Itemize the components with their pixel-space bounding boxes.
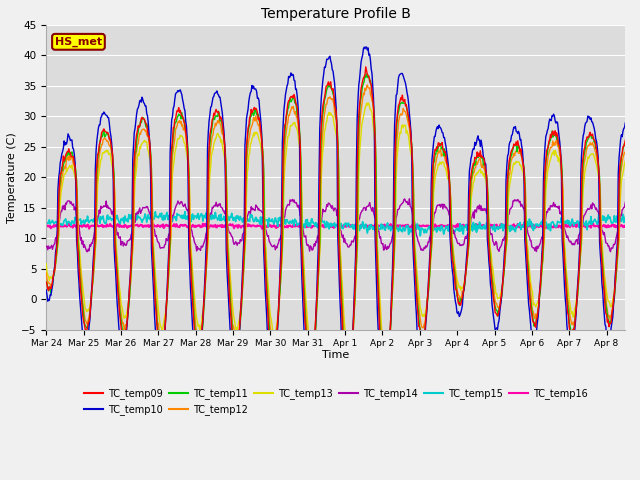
TC_temp10	[460, 290, 467, 296]
TC_temp16	[290, 220, 298, 226]
TC_temp09	[621, 137, 629, 143]
TC_temp11	[474, 152, 481, 157]
TC_temp12	[42, 270, 50, 276]
TC_temp15	[148, 208, 156, 214]
TC_temp10	[124, 318, 131, 324]
TC_temp12	[621, 151, 629, 156]
TC_temp10	[381, 419, 388, 424]
TC_temp10	[621, 120, 629, 126]
Y-axis label: Temperature (C): Temperature (C)	[7, 132, 17, 223]
TC_temp12	[364, 82, 371, 88]
TC_temp11	[42, 279, 50, 285]
TC_temp15	[124, 216, 131, 222]
TC_temp16	[289, 222, 297, 228]
TC_temp13	[124, 308, 131, 313]
TC_temp12	[381, 377, 389, 383]
TC_temp11	[381, 386, 389, 392]
TC_temp14	[45, 243, 52, 249]
TC_temp11	[124, 320, 131, 325]
Line: TC_temp16: TC_temp16	[46, 223, 625, 229]
TC_temp14	[460, 242, 467, 248]
TC_temp15	[621, 214, 629, 219]
TC_temp09	[289, 95, 297, 101]
TC_temp12	[474, 162, 481, 168]
TC_temp12	[460, 292, 467, 298]
TC_temp10	[474, 136, 481, 142]
TC_temp10	[363, 44, 371, 50]
TC_temp14	[312, 239, 320, 244]
TC_temp14	[124, 238, 132, 244]
Line: TC_temp13: TC_temp13	[46, 103, 625, 361]
TC_temp11	[45, 288, 52, 294]
TC_temp09	[460, 290, 467, 296]
TC_temp09	[311, 328, 319, 334]
Text: HS_met: HS_met	[55, 36, 102, 47]
TC_temp13	[42, 261, 50, 266]
TC_temp13	[45, 274, 52, 279]
TC_temp15	[417, 233, 424, 239]
TC_temp15	[460, 231, 467, 237]
TC_temp13	[364, 100, 372, 106]
TC_temp13	[460, 284, 467, 290]
TC_temp11	[363, 71, 371, 77]
TC_temp16	[42, 223, 50, 229]
Legend: TC_temp09, TC_temp10, TC_temp11, TC_temp12, TC_temp13, TC_temp14, TC_temp15, TC_: TC_temp09, TC_temp10, TC_temp11, TC_temp…	[80, 384, 591, 419]
TC_temp09	[362, 64, 369, 70]
Line: TC_temp14: TC_temp14	[46, 199, 625, 252]
TC_temp10	[289, 72, 297, 78]
TC_temp15	[474, 228, 481, 233]
TC_temp10	[311, 331, 319, 336]
TC_temp09	[42, 279, 50, 285]
TC_temp09	[474, 149, 481, 155]
TC_temp11	[311, 334, 319, 339]
TC_temp14	[42, 244, 50, 250]
TC_temp11	[289, 95, 297, 100]
TC_temp16	[335, 226, 343, 232]
TC_temp15	[42, 221, 50, 227]
TC_temp16	[312, 223, 320, 228]
TC_temp10	[42, 287, 50, 293]
Line: TC_temp15: TC_temp15	[46, 211, 625, 236]
TC_temp12	[311, 331, 319, 336]
TC_temp14	[290, 197, 298, 203]
TC_temp15	[312, 220, 320, 226]
TC_temp12	[289, 104, 297, 109]
TC_temp11	[460, 290, 467, 296]
TC_temp13	[382, 358, 390, 364]
TC_temp11	[621, 141, 629, 146]
TC_temp12	[45, 279, 52, 285]
TC_temp13	[621, 158, 629, 164]
TC_temp09	[381, 394, 389, 399]
TC_temp12	[124, 316, 131, 322]
X-axis label: Time: Time	[322, 349, 349, 360]
Title: Temperature Profile B: Temperature Profile B	[261, 7, 411, 21]
TC_temp14	[474, 204, 481, 210]
Line: TC_temp12: TC_temp12	[46, 85, 625, 380]
TC_temp16	[474, 224, 481, 229]
TC_temp16	[45, 223, 52, 228]
TC_temp14	[84, 249, 92, 254]
Line: TC_temp11: TC_temp11	[46, 74, 625, 389]
TC_temp16	[621, 224, 629, 229]
TC_temp15	[45, 220, 52, 226]
TC_temp09	[124, 317, 131, 323]
TC_temp16	[124, 225, 131, 231]
TC_temp16	[460, 222, 467, 228]
TC_temp13	[474, 169, 481, 175]
TC_temp10	[45, 297, 52, 302]
TC_temp14	[406, 196, 413, 202]
Line: TC_temp10: TC_temp10	[46, 47, 625, 421]
TC_temp13	[289, 120, 297, 126]
TC_temp14	[621, 200, 629, 205]
TC_temp13	[311, 325, 319, 331]
TC_temp15	[290, 223, 298, 228]
TC_temp09	[45, 288, 52, 293]
Line: TC_temp09: TC_temp09	[46, 67, 625, 396]
